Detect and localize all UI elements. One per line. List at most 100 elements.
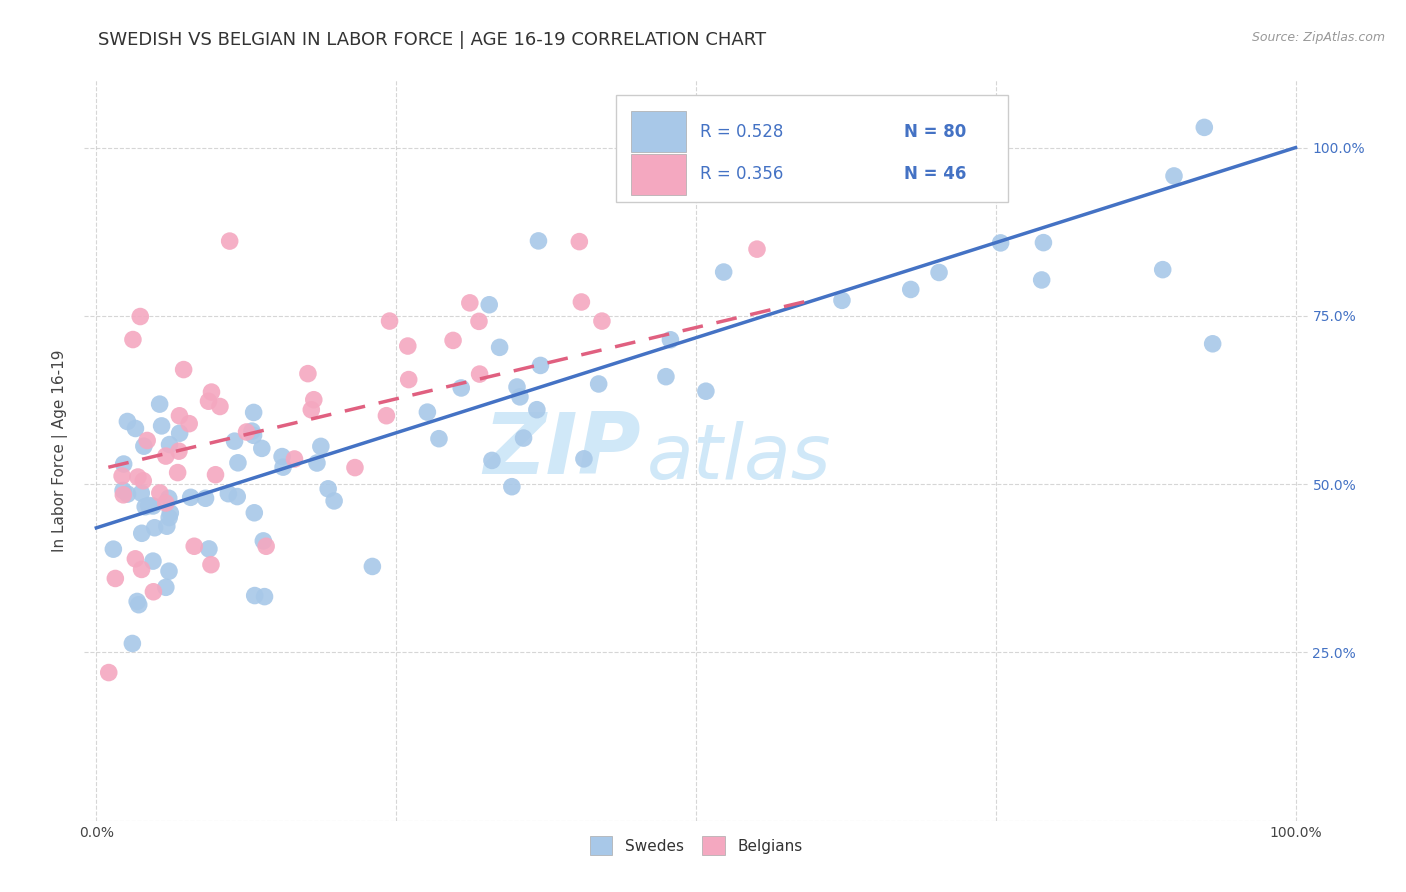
Point [226, 490, 249, 504]
Point [138, 499, 160, 513]
Point [441, 334, 464, 348]
Point [127, 470, 149, 484]
Point [131, 562, 153, 576]
Point [527, 234, 550, 248]
Point [659, 333, 682, 347]
Point [254, 539, 277, 553]
Point [283, 452, 305, 467]
Point [124, 421, 146, 435]
Point [97, 665, 120, 680]
Bar [631, 112, 686, 153]
Text: R = 0.528: R = 0.528 [700, 123, 783, 141]
Point [458, 296, 481, 310]
Point [1201, 336, 1223, 351]
Point [173, 362, 195, 376]
Point [159, 437, 181, 451]
Point [167, 444, 190, 458]
FancyBboxPatch shape [616, 95, 1008, 202]
Point [104, 572, 127, 586]
Point [506, 380, 529, 394]
Point [136, 434, 159, 448]
Point [183, 539, 205, 553]
Point [243, 589, 266, 603]
Point [166, 466, 188, 480]
Point [297, 367, 319, 381]
Point [745, 242, 768, 256]
Point [179, 417, 201, 431]
Point [122, 333, 145, 347]
Point [149, 397, 172, 411]
Text: atlas: atlas [647, 421, 831, 495]
Point [169, 409, 191, 423]
Point [112, 483, 135, 498]
Point [316, 482, 339, 496]
Point [129, 486, 152, 500]
Legend: Swedes, Belgians: Swedes, Belgians [583, 830, 808, 861]
Point [243, 506, 266, 520]
Point [529, 359, 551, 373]
Point [112, 457, 135, 471]
Point [111, 469, 134, 483]
Text: N = 46: N = 46 [904, 165, 966, 183]
Point [416, 405, 439, 419]
Point [526, 402, 548, 417]
Point [124, 552, 146, 566]
Point [156, 519, 179, 533]
Point [509, 390, 531, 404]
Point [132, 439, 155, 453]
Point [155, 580, 177, 594]
Point [1032, 235, 1054, 250]
Point [157, 491, 180, 506]
Point [155, 496, 177, 510]
Bar [631, 154, 686, 195]
Point [180, 491, 202, 505]
Point [478, 298, 501, 312]
Text: N = 80: N = 80 [904, 123, 966, 141]
Point [990, 235, 1012, 250]
Point [131, 526, 153, 541]
Point [343, 460, 366, 475]
Point [226, 456, 249, 470]
Point [117, 487, 139, 501]
Point [169, 426, 191, 441]
Point [129, 310, 152, 324]
Point [361, 559, 384, 574]
Point [655, 369, 678, 384]
Point [302, 392, 325, 407]
Point [1031, 273, 1053, 287]
Point [309, 439, 332, 453]
Point [427, 432, 450, 446]
Point [128, 598, 150, 612]
Point [695, 384, 717, 399]
Point [378, 314, 401, 328]
Point [398, 373, 420, 387]
Text: SWEDISH VS BELGIAN IN LABOR FORCE | AGE 16-19 CORRELATION CHART: SWEDISH VS BELGIAN IN LABOR FORCE | AGE … [98, 31, 766, 49]
Point [117, 415, 139, 429]
Point [481, 453, 503, 467]
Point [943, 161, 966, 176]
Point [198, 541, 221, 556]
Point [159, 506, 181, 520]
Y-axis label: In Labor Force | Age 16-19: In Labor Force | Age 16-19 [52, 349, 69, 552]
Point [305, 456, 328, 470]
Point [512, 431, 534, 445]
Point [468, 314, 491, 328]
Point [323, 494, 346, 508]
Point [143, 521, 166, 535]
Point [132, 474, 155, 488]
Point [468, 367, 491, 381]
Point [224, 434, 246, 449]
Text: R = 0.356: R = 0.356 [700, 165, 783, 183]
Point [235, 425, 257, 439]
Point [375, 409, 398, 423]
Point [571, 295, 593, 310]
Point [103, 542, 125, 557]
Point [142, 584, 165, 599]
Point [197, 394, 219, 409]
Point [568, 235, 591, 249]
Point [208, 400, 231, 414]
Point [240, 424, 263, 438]
Point [150, 418, 173, 433]
Point [851, 185, 873, 199]
Point [155, 449, 177, 463]
